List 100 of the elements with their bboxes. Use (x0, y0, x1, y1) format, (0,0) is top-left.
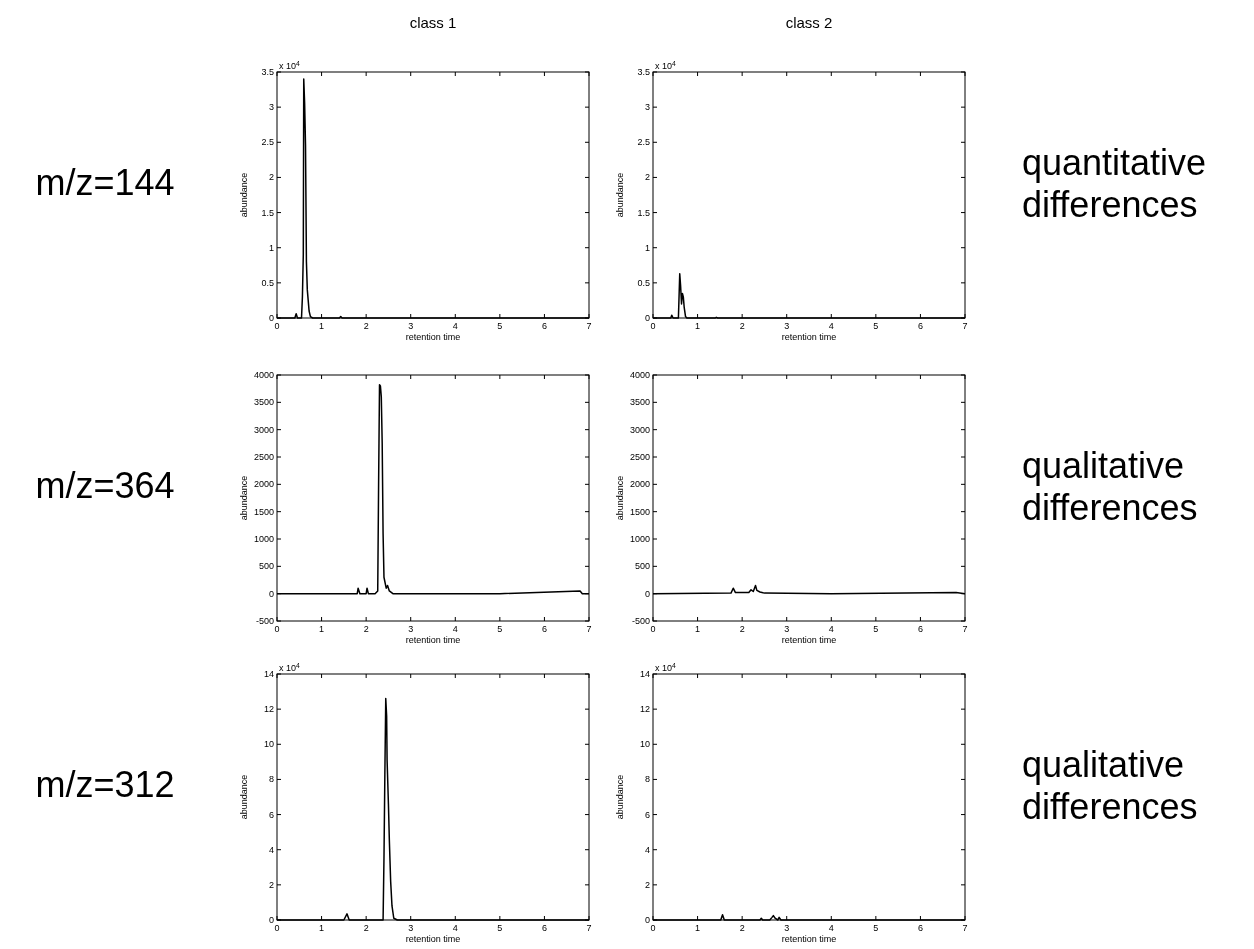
y-tick-label: 4000 (629, 370, 650, 380)
y-tick-label: 1000 (253, 534, 274, 544)
y-tick-label: 4 (268, 844, 274, 855)
chart-title: class 2 (785, 14, 833, 31)
y-tick-label: 14 (639, 669, 650, 679)
y-tick-label: -500 (631, 616, 650, 626)
y-tick-label: 6 (644, 809, 650, 820)
text: qualitative differences (1022, 744, 1198, 827)
text: m/z=364 (35, 465, 175, 506)
y-tick-label: 0.5 (261, 277, 274, 288)
x-tick-label: 2 (739, 321, 745, 331)
x-tick-label: 6 (917, 624, 923, 634)
x-tick-label: 6 (541, 923, 547, 933)
y-axis-title: abundance (615, 475, 625, 521)
x-tick-label: 6 (917, 923, 923, 933)
x-tick-label: 3 (408, 321, 414, 331)
x-tick-label: 4 (828, 923, 834, 933)
x-tick-label: 6 (917, 321, 923, 331)
y-tick-label: 4000 (253, 370, 274, 380)
y-axis-title: abundance (615, 774, 625, 820)
x-tick-label: 2 (363, 321, 369, 331)
y-tick-label: 0 (644, 915, 650, 925)
y-tick-label: 3.5 (637, 67, 650, 77)
x-tick-label: 4 (828, 321, 834, 331)
x-axis-title: retention time (781, 332, 837, 342)
x-tick-label: 4 (452, 624, 458, 634)
x-tick-label: 7 (962, 321, 968, 331)
y-tick-label: 3000 (253, 424, 274, 435)
x-tick-label: 1 (319, 923, 325, 933)
y-tick-label: 3500 (253, 397, 274, 408)
x-tick-label: 5 (497, 923, 503, 933)
y-tick-label: 12 (263, 704, 274, 715)
y-tick-label: 0 (644, 313, 650, 323)
x-tick-label: 1 (319, 321, 325, 331)
y-tick-label: 6 (268, 809, 274, 820)
x-tick-label: 3 (408, 923, 414, 933)
y-tick-label: 500 (634, 561, 650, 572)
y-axis-title: abundance (239, 475, 249, 521)
y-tick-label: 0 (268, 915, 274, 925)
x-tick-label: 7 (586, 923, 592, 933)
y-tick-label: 0 (268, 313, 274, 323)
x-tick-label: 3 (784, 624, 790, 634)
x-tick-label: 6 (541, 624, 547, 634)
x-tick-label: 5 (873, 923, 879, 933)
x-axis-title: retention time (405, 635, 461, 645)
y-tick-label: 8 (644, 774, 650, 785)
text: x 10$^{4}$ (279, 59, 301, 71)
y-tick-label: 3 (268, 102, 274, 113)
y-tick-label: 2000 (629, 479, 650, 490)
x-tick-label: 1 (695, 321, 701, 331)
x-tick-label: 3 (408, 624, 414, 634)
x-tick-label: 7 (586, 321, 592, 331)
x-tick-label: 7 (586, 624, 592, 634)
y-tick-label: 1000 (629, 534, 650, 544)
y-tick-label: 500 (258, 561, 274, 572)
y-tick-label: 3000 (629, 424, 650, 435)
y-tick-label: 8 (268, 774, 274, 785)
x-tick-label: 1 (695, 624, 701, 634)
x-tick-label: 7 (962, 624, 968, 634)
text: m/z=144 (35, 162, 175, 203)
y-tick-label: 2 (268, 172, 274, 183)
x-axis-title: retention time (405, 934, 461, 944)
y-axis-title: abundance (239, 172, 249, 218)
y-tick-label: 0 (644, 588, 650, 599)
y-tick-label: 12 (639, 704, 650, 715)
x-tick-label: 1 (695, 923, 701, 933)
x-tick-label: 3 (784, 923, 790, 933)
y-tick-label: 1 (268, 242, 274, 253)
x-tick-label: 2 (739, 624, 745, 634)
x-axis-title: retention time (781, 635, 837, 645)
y-tick-label: 1.5 (261, 207, 274, 218)
y-tick-label: 14 (263, 669, 274, 679)
y-tick-label: 1500 (253, 506, 274, 517)
x-tick-label: 2 (363, 624, 369, 634)
x-tick-label: 5 (873, 624, 879, 634)
y-tick-label: 10 (639, 739, 650, 750)
y-tick-label: 2000 (253, 479, 274, 490)
x-tick-label: 1 (319, 624, 325, 634)
text: x 10$^{4}$ (279, 661, 301, 673)
y-tick-label: 2 (644, 879, 650, 890)
text: m/z=312 (35, 764, 175, 805)
x-tick-label: 4 (452, 321, 458, 331)
y-tick-label: -500 (255, 616, 274, 626)
y-tick-label: 0 (268, 588, 274, 599)
x-tick-label: 2 (363, 923, 369, 933)
y-tick-label: 10 (263, 739, 274, 750)
y-tick-label: 2 (268, 879, 274, 890)
x-tick-label: 4 (452, 923, 458, 933)
y-tick-label: 2.5 (261, 137, 274, 148)
y-tick-label: 4 (644, 844, 650, 855)
y-tick-label: 1500 (629, 506, 650, 517)
x-tick-label: 2 (739, 923, 745, 933)
text: qualitative differences (1022, 445, 1198, 528)
y-tick-label: 3 (644, 102, 650, 113)
x-tick-label: 3 (784, 321, 790, 331)
x-tick-label: 7 (962, 923, 968, 933)
y-axis-title: abundance (239, 774, 249, 820)
y-tick-label: 3500 (629, 397, 650, 408)
x-tick-label: 5 (497, 624, 503, 634)
y-tick-label: 2500 (253, 452, 274, 462)
